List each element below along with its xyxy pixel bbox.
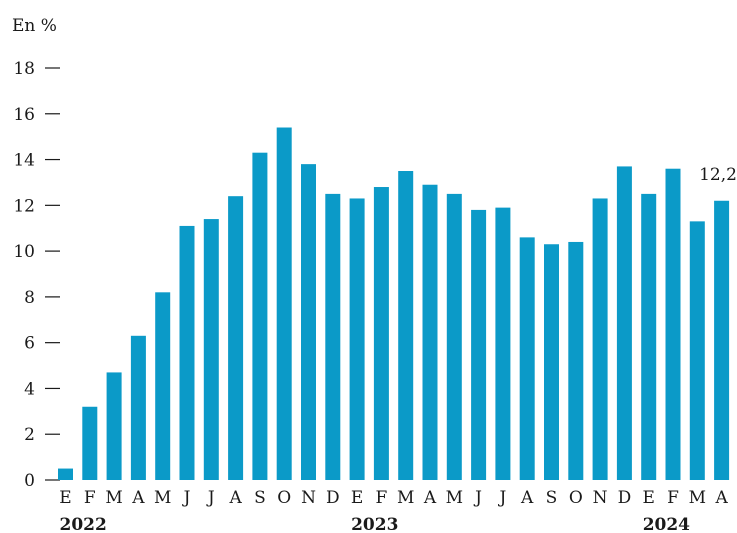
bar [398,171,414,480]
y-tick-label: 4 [24,379,35,399]
bar [519,237,535,480]
bar [228,196,244,480]
x-tick-label: E [642,488,654,508]
bar [130,335,146,480]
y-axis: 0 2 4 6 8 10 12 14 16 18 [13,59,60,491]
bar [641,193,657,480]
year-label: 2023 [351,515,398,533]
x-tick-label: D [618,488,632,508]
bar [301,164,316,480]
x-tick-label: E [351,488,363,508]
x-tick-label: J [497,488,506,508]
data-label: 12,2 [699,165,737,185]
x-tick-label: M [689,488,706,508]
bar [82,406,98,480]
data-labels: 12,2 [699,165,737,185]
y-tick-label: 10 [13,242,35,262]
bar [373,187,389,480]
x-tick-label: J [473,488,482,508]
bar [495,207,511,480]
x-tick-label: A [423,488,437,508]
x-tick-label: S [546,488,558,508]
x-tick-label: E [59,488,71,508]
x-tick-label: M [397,488,414,508]
year-label: 2022 [60,515,107,533]
y-tick-label: 6 [24,334,35,354]
x-tick-label: J [182,488,191,508]
x-tick-label: A [714,488,728,508]
y-tick-label: 2 [24,425,35,445]
bar [446,193,462,480]
x-tick-label: O [277,488,291,508]
bar [58,468,73,480]
x-tick-label: A [520,488,534,508]
x-tick-label: M [154,488,171,508]
bar [422,184,438,480]
bar [155,292,171,480]
bar [471,209,487,480]
x-tick-label: F [667,488,679,508]
x-tick-label: N [301,488,316,508]
x-tick-label: O [569,488,583,508]
bar [568,241,584,480]
x-tick-label: S [254,488,266,508]
bar [203,219,219,481]
year-labels: 2022 2023 2024 [60,515,691,533]
bar [276,127,292,480]
bar [106,372,122,480]
x-tick-label: M [105,488,122,508]
bar [252,152,268,480]
x-tick-label: A [228,488,242,508]
bar [325,193,341,480]
x-tick-label: D [326,488,340,508]
bar [689,221,705,480]
y-tick-label: 8 [24,288,35,308]
year-label: 2024 [643,515,690,533]
bar [349,198,365,480]
bar [179,225,195,480]
y-tick-label: 0 [24,471,35,491]
y-tick-label: 16 [13,105,35,125]
bar [592,198,608,480]
bar [544,244,559,480]
y-tick-label: 14 [13,151,35,171]
x-tick-label: J [206,488,215,508]
x-tick-label: M [446,488,463,508]
x-tick-label: F [84,488,96,508]
y-tick-label: 18 [13,59,35,79]
bar [714,200,730,480]
bar [616,166,632,480]
x-tick-label: F [376,488,388,508]
x-tick-label: N [593,488,608,508]
x-tick-label: A [131,488,145,508]
unit-label: En % [12,16,57,36]
y-tick-label: 12 [13,196,35,216]
bars [58,127,730,481]
bar [665,168,681,480]
